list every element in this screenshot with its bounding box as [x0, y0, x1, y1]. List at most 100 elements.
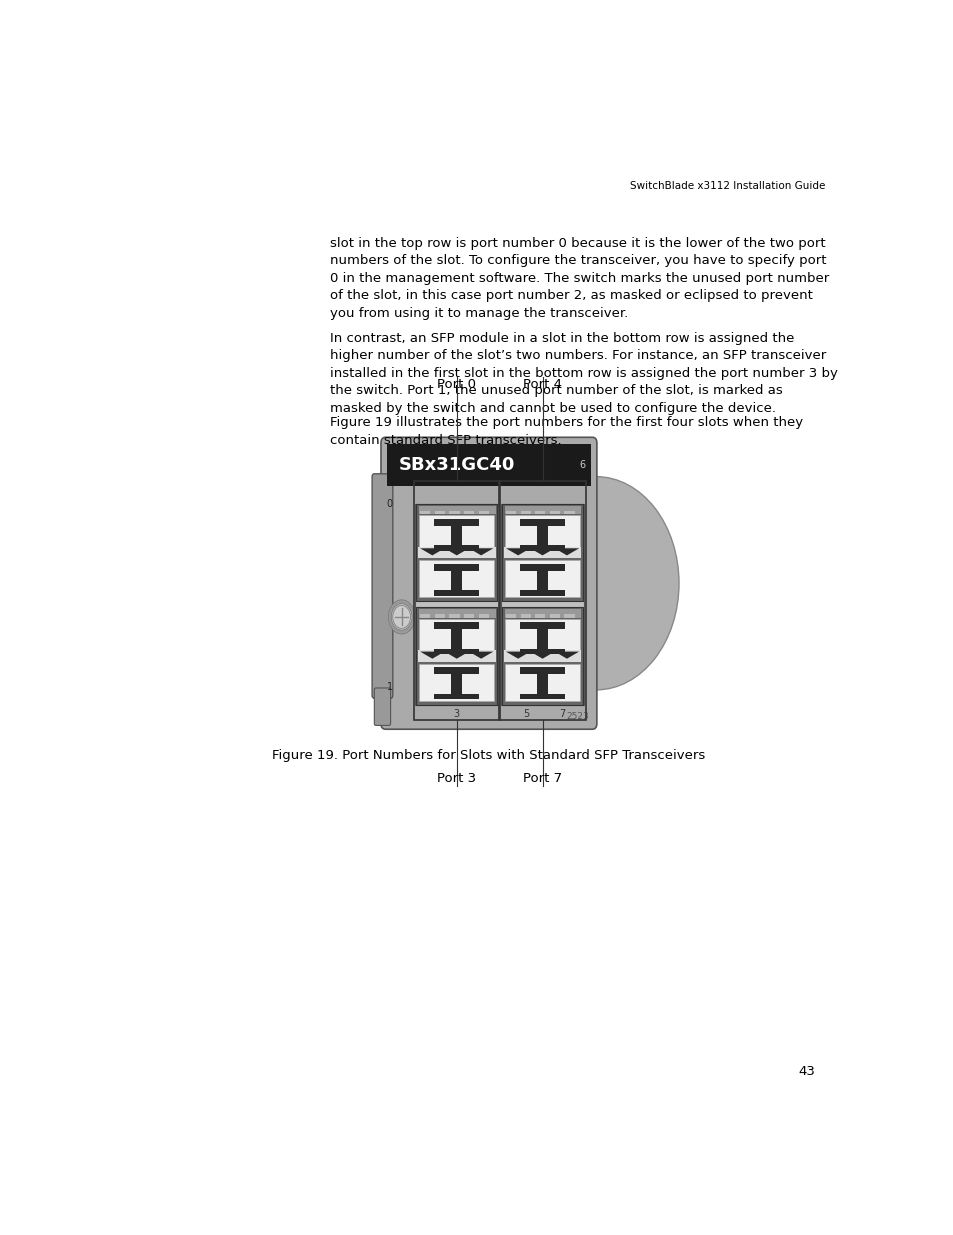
Text: 6: 6	[578, 459, 584, 469]
Bar	[537, 526, 548, 548]
Text: Figure 19 illustrates the port numbers for the first four slots when they
contai: Figure 19 illustrates the port numbers f…	[330, 416, 802, 447]
Bar	[449, 614, 459, 618]
Bar	[434, 694, 478, 699]
Polygon shape	[444, 652, 469, 658]
Bar	[519, 648, 564, 655]
Bar	[564, 511, 574, 514]
Text: 5: 5	[523, 709, 529, 719]
Bar	[537, 571, 548, 594]
Circle shape	[388, 600, 415, 634]
Bar	[535, 614, 545, 618]
Bar	[519, 590, 564, 595]
Polygon shape	[530, 652, 554, 658]
Circle shape	[393, 605, 410, 629]
Bar	[415, 504, 498, 704]
Bar	[501, 606, 582, 704]
Bar	[505, 511, 516, 514]
Bar	[500, 504, 583, 704]
Bar	[520, 511, 530, 514]
Bar	[451, 629, 462, 652]
Bar	[434, 622, 478, 629]
Bar	[505, 614, 516, 618]
Text: Port 0: Port 0	[436, 378, 476, 391]
Polygon shape	[469, 652, 493, 658]
Bar	[505, 619, 579, 656]
Polygon shape	[419, 652, 444, 658]
Polygon shape	[419, 548, 444, 556]
Bar	[419, 663, 494, 700]
Text: 2523: 2523	[565, 711, 588, 721]
FancyBboxPatch shape	[374, 688, 390, 725]
Text: 0: 0	[386, 499, 393, 509]
Bar	[498, 480, 585, 720]
Text: 3: 3	[454, 709, 459, 719]
Text: Port 4: Port 4	[522, 378, 561, 391]
Bar	[519, 519, 564, 526]
Bar	[419, 511, 430, 514]
Text: Figure 19. Port Numbers for Slots with Standard SFP Transceivers: Figure 19. Port Numbers for Slots with S…	[272, 750, 705, 762]
Text: In contrast, an SFP module in a slot in the bottom row is assigned the
higher nu: In contrast, an SFP module in a slot in …	[330, 332, 837, 415]
Bar	[419, 515, 494, 552]
Circle shape	[391, 604, 412, 630]
FancyBboxPatch shape	[372, 474, 393, 698]
Polygon shape	[505, 652, 530, 658]
Bar	[549, 614, 559, 618]
Bar	[417, 608, 495, 618]
Text: 43: 43	[798, 1066, 815, 1078]
Text: Port 7: Port 7	[522, 772, 561, 785]
Bar	[387, 443, 590, 487]
Bar	[451, 526, 462, 548]
Polygon shape	[554, 548, 578, 556]
Bar	[537, 629, 548, 652]
Polygon shape	[505, 548, 530, 556]
Text: SBx31GC40: SBx31GC40	[398, 456, 515, 474]
Bar	[463, 614, 474, 618]
Polygon shape	[469, 548, 493, 556]
Polygon shape	[530, 548, 554, 556]
Bar	[451, 674, 462, 697]
FancyBboxPatch shape	[380, 437, 597, 729]
Polygon shape	[554, 652, 578, 658]
Bar	[564, 614, 574, 618]
Bar	[417, 547, 495, 558]
Bar	[434, 667, 478, 674]
Text: Port 3: Port 3	[436, 772, 476, 785]
Circle shape	[513, 477, 679, 690]
Bar	[434, 546, 478, 551]
Bar	[519, 622, 564, 629]
Bar	[478, 614, 489, 618]
Bar	[451, 571, 462, 594]
Bar	[520, 614, 530, 618]
Bar	[549, 511, 559, 514]
Bar	[503, 650, 580, 662]
Bar	[434, 519, 478, 526]
Bar	[505, 561, 579, 598]
Bar	[417, 650, 495, 662]
Bar	[478, 511, 489, 514]
Bar	[419, 561, 494, 598]
Text: 1: 1	[386, 683, 393, 693]
Polygon shape	[444, 548, 469, 556]
Bar	[503, 547, 580, 558]
Bar	[413, 480, 499, 720]
Bar	[535, 511, 545, 514]
Bar	[519, 564, 564, 571]
Bar	[416, 504, 497, 601]
Bar	[417, 505, 495, 514]
Bar	[434, 564, 478, 571]
Bar	[435, 511, 445, 514]
Bar	[434, 648, 478, 655]
Bar	[505, 515, 579, 552]
Bar	[435, 614, 445, 618]
Bar	[501, 504, 582, 601]
Bar	[463, 511, 474, 514]
Bar	[449, 511, 459, 514]
Bar	[419, 614, 430, 618]
Bar	[519, 667, 564, 674]
Bar	[519, 546, 564, 551]
Text: SwitchBlade x3112 Installation Guide: SwitchBlade x3112 Installation Guide	[629, 180, 824, 190]
Bar	[505, 663, 579, 700]
Bar	[419, 619, 494, 656]
Bar	[416, 606, 497, 704]
Bar	[434, 590, 478, 595]
